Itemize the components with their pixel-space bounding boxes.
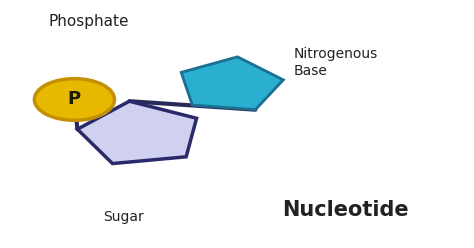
Circle shape (35, 79, 115, 120)
Text: Nucleotide: Nucleotide (282, 200, 409, 220)
Text: Nitrogenous
Base: Nitrogenous Base (293, 47, 378, 78)
Polygon shape (77, 101, 197, 164)
Text: Phosphate: Phosphate (48, 13, 129, 29)
Text: P: P (68, 91, 81, 108)
Text: Sugar: Sugar (103, 210, 144, 224)
Polygon shape (181, 57, 283, 110)
